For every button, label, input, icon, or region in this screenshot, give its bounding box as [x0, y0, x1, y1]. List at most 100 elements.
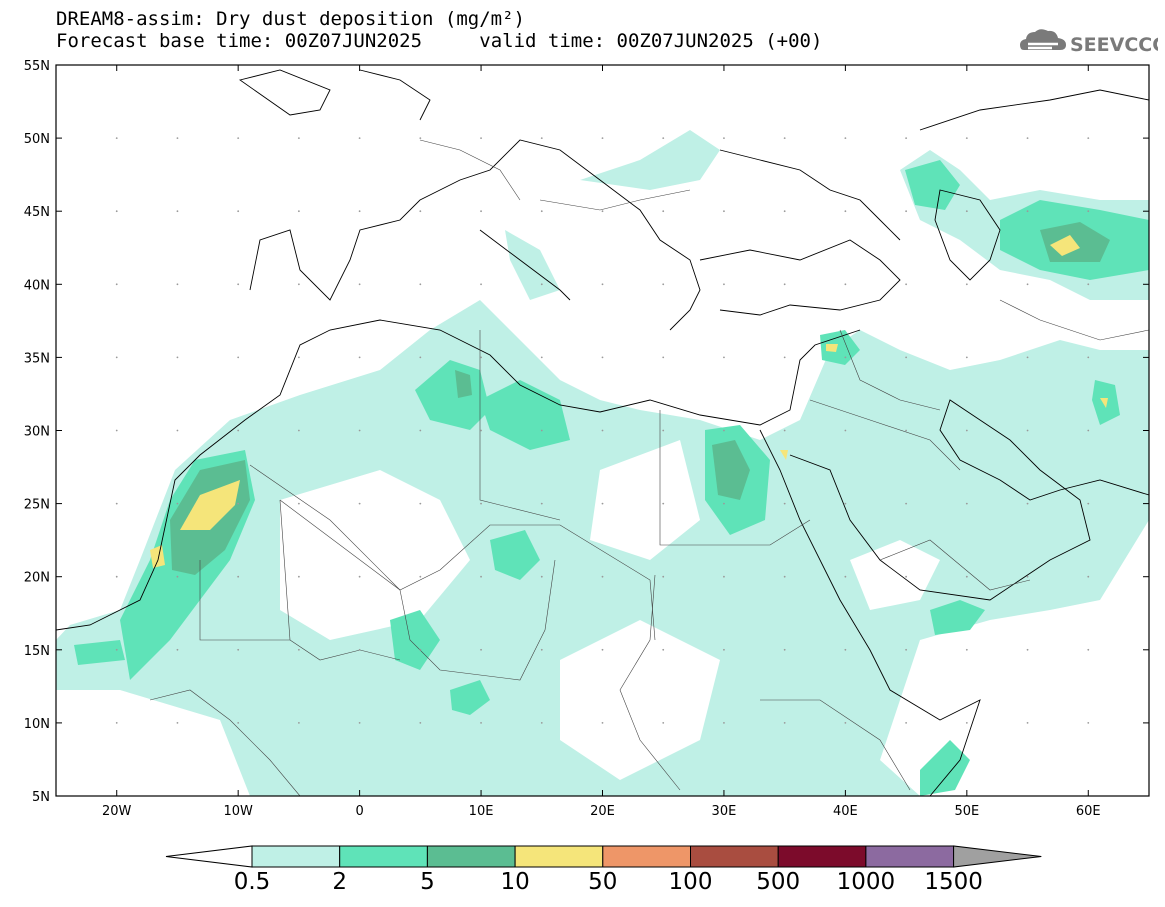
grid-dot	[905, 137, 908, 140]
grid-dot	[176, 210, 179, 213]
lat-label: 25N	[24, 498, 50, 513]
grid-dot	[540, 648, 543, 651]
grid-dot	[783, 722, 786, 724]
grid-dot	[237, 575, 240, 578]
grid-dot	[237, 283, 240, 286]
grid-dot	[480, 575, 482, 578]
grid-dot	[1026, 210, 1029, 213]
grid-dot	[601, 283, 604, 286]
grid-dot	[176, 575, 179, 578]
grid-dot	[297, 210, 300, 213]
grid-dot	[540, 356, 543, 359]
colorbar-over-arrow	[953, 845, 1042, 868]
grid-dot	[176, 137, 179, 140]
lat-label: 30N	[24, 425, 50, 440]
grid-dot	[480, 283, 482, 286]
grid-dot	[601, 429, 604, 432]
grid-dot	[1026, 137, 1029, 140]
grid-dot	[176, 429, 179, 432]
grid-dot	[905, 210, 908, 213]
grid-dot	[844, 429, 847, 432]
longitude-labels: 20W 10W 0 10E 20E 30E 40E 50E 60E	[102, 65, 1101, 819]
grid-dot	[115, 502, 118, 505]
grid-dot	[419, 283, 422, 286]
grid-dot	[905, 722, 908, 724]
grid-dot	[358, 722, 361, 724]
grid-dot	[662, 429, 665, 432]
grid-dot	[176, 722, 179, 724]
grid-dot	[358, 356, 361, 359]
grid-dot	[358, 429, 361, 432]
grid-dot	[419, 722, 422, 724]
colorbar-label: 0.5	[234, 869, 271, 895]
grid-dot	[540, 722, 543, 724]
lon-label: 30E	[712, 804, 737, 819]
colorbar-swatch	[690, 845, 779, 868]
grid-dot	[965, 429, 968, 432]
grid-dot	[905, 283, 908, 286]
grid-dot	[237, 722, 240, 724]
grid-dot	[297, 283, 300, 286]
grid-dot	[783, 283, 786, 286]
grid-dot	[237, 502, 240, 505]
grid-dot	[1026, 648, 1029, 651]
grid-dot	[480, 210, 482, 213]
colorbar-under-arrow	[165, 845, 253, 868]
grid-dot	[723, 502, 725, 505]
grid-dot	[540, 210, 543, 213]
colorbar-label: 50	[588, 869, 617, 895]
grid-dot	[601, 210, 604, 213]
grid-dot	[358, 502, 361, 505]
grid-dot	[1087, 137, 1090, 140]
latitude-labels: 55N 50N 45N 40N 35N 30N 25N 20N 15N 10N 5N	[24, 59, 1149, 805]
grid-dot	[662, 722, 665, 724]
grid-dot	[783, 137, 786, 140]
cloud-icon	[1020, 29, 1066, 50]
lat-label: 55N	[24, 59, 50, 74]
grid-dot	[662, 356, 665, 359]
grid-dot	[358, 137, 361, 140]
grid-dot	[662, 137, 665, 140]
grid-dot	[783, 502, 786, 505]
lon-label: 20W	[102, 804, 132, 819]
valid-time: valid time: 00Z07JUN2025 (+00)	[479, 30, 823, 52]
grid-dot	[662, 502, 665, 505]
grid-dot	[601, 502, 604, 505]
grid-dot	[905, 429, 908, 432]
grid-dot	[419, 429, 422, 432]
grid-dot	[1087, 210, 1090, 213]
grid-dot	[115, 429, 118, 432]
colorbar-swatch	[514, 845, 604, 868]
grid-dot	[1087, 648, 1090, 651]
lon-label: 50E	[954, 804, 979, 819]
map-title: DREAM8-assim: Dry dust deposition (mg/m²…	[56, 8, 525, 30]
grid-dot	[662, 648, 665, 651]
grid-dot	[176, 283, 179, 286]
grid-dot	[480, 137, 482, 140]
grid-dot	[723, 429, 725, 432]
grid-dot	[1026, 502, 1029, 505]
grid-dot	[480, 502, 482, 505]
colorbar-label: 10	[500, 869, 529, 895]
grid-dot	[1087, 722, 1090, 724]
grid-dot	[540, 575, 543, 578]
grid-dot	[297, 502, 300, 505]
colorbar-swatch	[426, 845, 516, 868]
grid-dot	[1087, 283, 1090, 286]
lon-label: 10W	[223, 804, 253, 819]
grid-dot	[419, 648, 422, 651]
grid-dot	[965, 502, 968, 505]
grid-dot	[480, 356, 482, 359]
grid-dot	[965, 210, 968, 213]
grid-dot	[115, 210, 118, 213]
grid-dot	[176, 502, 179, 505]
grid-dot	[1026, 429, 1029, 432]
grid-dot	[297, 722, 300, 724]
grid-dot	[358, 575, 361, 578]
grid-dot	[723, 283, 725, 286]
country-borders	[149, 139, 1149, 796]
grid-dot	[662, 210, 665, 213]
grid-dot	[115, 575, 118, 578]
grid-dot	[601, 356, 604, 359]
grid-dots	[115, 137, 1090, 724]
